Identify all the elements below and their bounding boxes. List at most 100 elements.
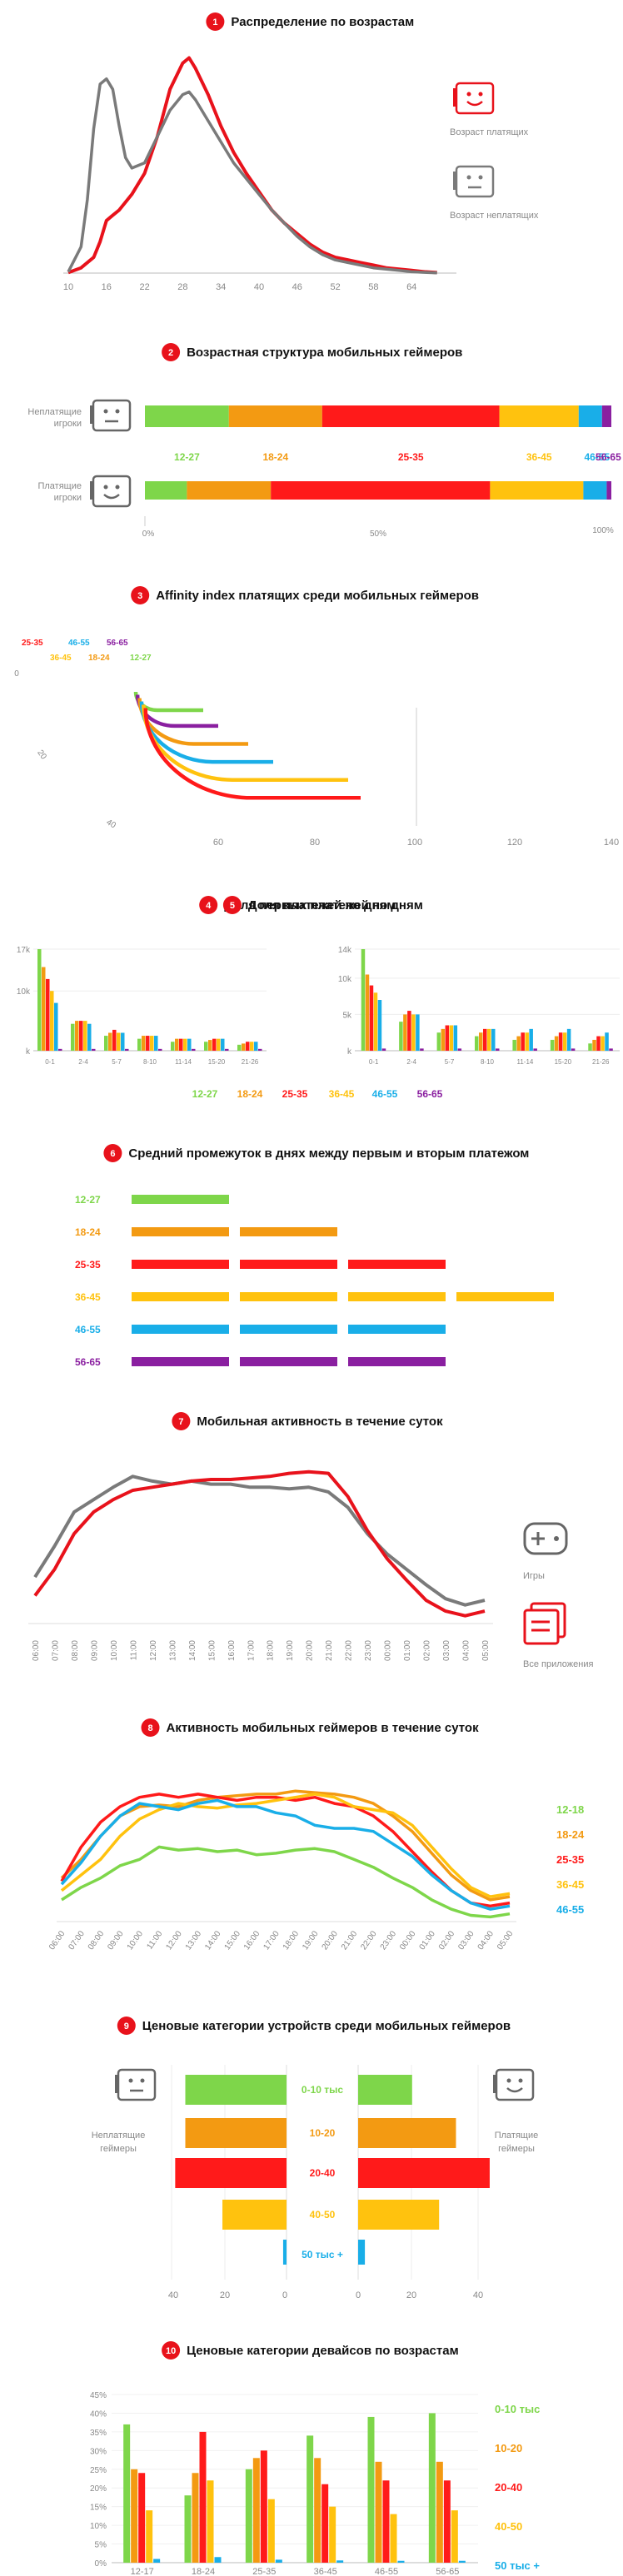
bar-36-45-21-26 — [601, 1036, 605, 1051]
bar-46-55-21-26 — [605, 1032, 609, 1051]
bar-56-65-21-26 — [609, 1048, 613, 1051]
bar-12-27-21-26 — [588, 1043, 592, 1051]
row-label: 36-45 — [75, 1291, 101, 1303]
bar-40-50-56-65 — [451, 2510, 458, 2563]
x-tick-label: 16 — [102, 282, 112, 292]
row-label: Неплатящие — [27, 407, 82, 417]
x-tick-label: 5-7 — [445, 1058, 455, 1066]
segment-label: 56-65 — [596, 451, 621, 463]
category-label: 50 тыс + — [302, 2249, 343, 2260]
y-tick-label: 40% — [90, 2409, 107, 2419]
bar-56-65-5-7 — [457, 1048, 462, 1051]
legend-label: 36-45 — [556, 1878, 584, 1891]
x-tick-label: 14:00 — [203, 1929, 223, 1952]
interval-bar-46-55 — [348, 1325, 446, 1334]
bar-0-10 тыс-18-24 — [184, 2495, 192, 2563]
bar-10-20-12-17 — [131, 2469, 138, 2563]
bar-36-45-11-14 — [525, 1032, 529, 1051]
icon-handle — [90, 481, 93, 500]
icon-handle — [115, 2075, 118, 2093]
section-number: 6 — [110, 1149, 115, 1159]
x-tick-label: 0-1 — [45, 1058, 55, 1066]
bar-12-27-0-1 — [361, 949, 366, 1051]
x-tick-label: 17:00 — [247, 1640, 256, 1661]
icon-frame — [455, 82, 495, 115]
x-tick-label: 5-7 — [112, 1058, 122, 1066]
bar-40-50-12-17 — [146, 2510, 153, 2563]
bar-paying-40-50 — [358, 2200, 440, 2230]
arc-tick-label: 20 — [35, 748, 48, 762]
bar-46-55-8-10 — [491, 1028, 496, 1051]
bar-25-35-21-26 — [246, 1042, 250, 1051]
number-badge — [117, 2017, 136, 2035]
icon-card — [523, 1609, 560, 1645]
bar-nonpaying-40-50 — [222, 2200, 287, 2230]
bar-56-65-0-1 — [381, 1048, 386, 1051]
bar-10-20-18-24 — [192, 2473, 199, 2563]
bar-18-24-2-4 — [403, 1014, 407, 1051]
section-heading-3: 3 Affinity index платящих среди мобильных… — [131, 586, 479, 604]
number-badge — [206, 12, 225, 31]
icon-eye — [115, 409, 120, 414]
row-label: 46-55 — [75, 1324, 101, 1335]
series-line-nonpaying — [67, 77, 437, 275]
bar-paying-50 тыс + — [358, 2240, 366, 2265]
x-tick-label: 100% — [592, 526, 614, 535]
x-tick-label: 03:00 — [442, 1640, 451, 1661]
x-tick-label: 20 — [406, 2290, 416, 2300]
bar-50 тыс +-56-65 — [458, 2560, 466, 2563]
bar-36-45-2-4 — [83, 1021, 87, 1051]
x-tick-label: 40 — [168, 2290, 178, 2300]
x-tick-label: 07:00 — [67, 1929, 87, 1952]
icon-eye — [466, 92, 471, 97]
x-tick-label: 13:00 — [168, 1640, 177, 1661]
legend-label: 25-35 — [22, 639, 43, 648]
x-tick-label: 05:00 — [496, 1929, 516, 1952]
bar-50 тыс +-36-45 — [336, 2560, 344, 2563]
bar-46-55-5-7 — [121, 1032, 125, 1051]
bar-50 тыс +-18-24 — [214, 2557, 222, 2563]
bar-18-24-5-7 — [108, 1032, 112, 1051]
y-tick-label: 35% — [90, 2429, 107, 2438]
x-tick-label: 11:00 — [145, 1929, 164, 1952]
interval-bar-56-65 — [240, 1357, 337, 1366]
bar-18-24-2-4 — [75, 1021, 79, 1051]
bar-18-24-0-1 — [365, 974, 370, 1051]
bar-25-35-8-10 — [483, 1028, 487, 1051]
segment-label: 25-35 — [398, 451, 424, 463]
section-heading-7: 7 Мобильная активность в течение суток — [172, 1412, 443, 1430]
legend-label: 18-24 — [88, 654, 110, 663]
stacked-bar-segment-18-24 — [228, 405, 322, 427]
interval-bar-25-35 — [132, 1260, 229, 1269]
icon-button — [554, 1536, 559, 1541]
row-label: Платящие — [37, 481, 82, 491]
arc-tick-label: 40 — [105, 818, 118, 830]
x-tick-label: 23:00 — [364, 1640, 373, 1661]
bar-46-55-11-14 — [529, 1028, 533, 1051]
section-number: 3 — [137, 591, 142, 601]
bar-0-10 тыс-56-65 — [428, 2413, 436, 2563]
y-tick-label: 5k — [342, 1011, 352, 1020]
x-tick-label: 40 — [473, 2290, 483, 2300]
bar-nonpaying-0-10 тыс — [185, 2075, 287, 2105]
x-tick-label: 25-35 — [252, 2567, 276, 2576]
stacked-bar-segment-46-55 — [578, 405, 602, 427]
category-label: 10-20 — [310, 2127, 336, 2139]
series-line-12-18 — [61, 1845, 511, 1919]
x-tick-label: 07:00 — [51, 1640, 60, 1661]
bar-12-27-15-20 — [204, 1042, 208, 1051]
interval-bar-36-45 — [240, 1292, 337, 1301]
icon-frame — [495, 2068, 535, 2101]
bar-10-20-46-55 — [375, 2461, 382, 2563]
number-badge — [162, 343, 181, 361]
bar-12-27-11-14 — [171, 1042, 175, 1051]
x-tick-label: 04:00 — [462, 1640, 471, 1661]
x-tick-label: 140 — [604, 838, 619, 848]
bar-paying-0-10 тыс — [358, 2075, 412, 2105]
x-tick-label: 34 — [216, 282, 226, 292]
x-tick-label: 100 — [407, 838, 422, 848]
bar-56-65-8-10 — [496, 1048, 500, 1051]
bar-20-40-12-17 — [138, 2473, 146, 2563]
